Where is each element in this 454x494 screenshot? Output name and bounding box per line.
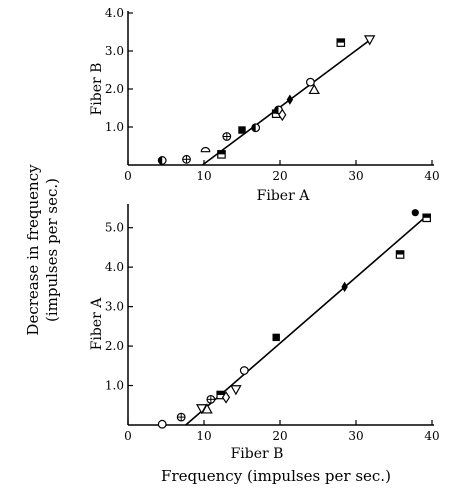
data-point xyxy=(182,154,191,164)
x-tick-label: 10 xyxy=(196,429,211,443)
data-point xyxy=(272,333,280,342)
data-point xyxy=(238,126,246,134)
tick-labels: 0 10 20 30 40 1.0 2.0 3.0 4.0 5.0 xyxy=(105,221,440,443)
data-point xyxy=(157,419,167,429)
data-point xyxy=(306,77,315,87)
data-point xyxy=(395,250,405,259)
y-tick-label: 3.0 xyxy=(105,300,124,314)
tick-labels: 0 10 20 30 40 1.0 2.0 3.0 4.0 xyxy=(105,6,440,183)
data-point xyxy=(222,132,232,141)
fit-line xyxy=(202,38,371,166)
x-axis-label: Fiber B xyxy=(231,446,284,462)
data-point xyxy=(176,412,186,422)
data-point xyxy=(157,156,167,165)
y-tick-label: 5.0 xyxy=(105,221,124,235)
data-point xyxy=(239,366,249,375)
x-tick-label: 0 xyxy=(124,169,132,183)
x-tick-label: 40 xyxy=(424,169,439,183)
data-point xyxy=(411,209,419,217)
x-tick-label: 10 xyxy=(196,169,211,183)
data-point xyxy=(363,35,376,46)
y-tick-label: 2.0 xyxy=(105,339,124,353)
data-points xyxy=(157,35,376,165)
tick-marks xyxy=(127,227,433,425)
tick-marks xyxy=(127,12,433,165)
y-axis-label: Fiber A xyxy=(89,297,105,351)
shared-ylabel-line2: (impulses per sec.) xyxy=(43,178,61,322)
shared-xlabel: Frequency (impulses per sec.) xyxy=(161,467,391,485)
data-point xyxy=(230,385,242,396)
data-point xyxy=(341,281,348,293)
data-point xyxy=(336,38,346,47)
data-point xyxy=(278,108,287,122)
y-tick-label: 2.0 xyxy=(105,82,124,96)
chart-panel-fiber-b-vs-a: 0 10 20 30 40 1.0 2.0 3.0 4.0 Fiber A Fiber B xyxy=(89,6,440,204)
data-point xyxy=(221,391,231,404)
data-point xyxy=(200,146,211,153)
fit-line xyxy=(185,215,428,426)
data-point xyxy=(251,123,261,133)
y-tick-label: 1.0 xyxy=(105,120,124,134)
data-point xyxy=(206,394,216,404)
x-tick-label: 20 xyxy=(272,429,287,443)
y-tick-label: 1.0 xyxy=(105,379,124,393)
data-points xyxy=(157,209,431,429)
y-tick-label: 4.0 xyxy=(105,260,124,274)
shared-ylabel-line1: Decrease in frequency xyxy=(24,164,42,336)
data-point xyxy=(201,403,213,414)
data-point xyxy=(422,213,431,223)
x-tick-label: 20 xyxy=(272,169,287,183)
data-point xyxy=(308,83,320,95)
data-point xyxy=(286,94,294,105)
y-axis-label: Fiber B xyxy=(89,63,105,116)
x-tick-label: 0 xyxy=(124,429,132,443)
x-axis-label: Fiber A xyxy=(257,188,311,204)
x-tick-label: 30 xyxy=(348,429,363,443)
data-point xyxy=(217,150,226,159)
x-tick-label: 30 xyxy=(348,169,363,183)
y-tick-label: 4.0 xyxy=(105,6,124,20)
x-tick-label: 40 xyxy=(424,429,439,443)
shared-ylabel-group: Decrease in frequency (impulses per sec.… xyxy=(24,164,61,336)
y-tick-label: 3.0 xyxy=(105,44,124,58)
chart-panel-fiber-a-vs-b: 0 10 20 30 40 1.0 2.0 3.0 4.0 5.0 Fiber B Fiber A xyxy=(89,204,440,462)
